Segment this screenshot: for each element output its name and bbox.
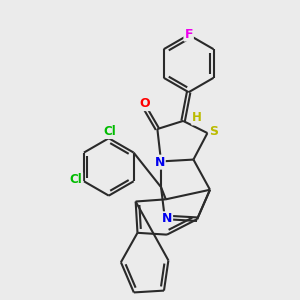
Text: N: N	[154, 156, 165, 169]
Text: S: S	[209, 125, 218, 138]
Text: N: N	[162, 212, 172, 225]
Text: H: H	[192, 112, 202, 124]
Text: Cl: Cl	[69, 173, 82, 186]
Text: O: O	[140, 97, 150, 110]
Text: Cl: Cl	[103, 125, 116, 138]
Text: F: F	[184, 28, 193, 40]
